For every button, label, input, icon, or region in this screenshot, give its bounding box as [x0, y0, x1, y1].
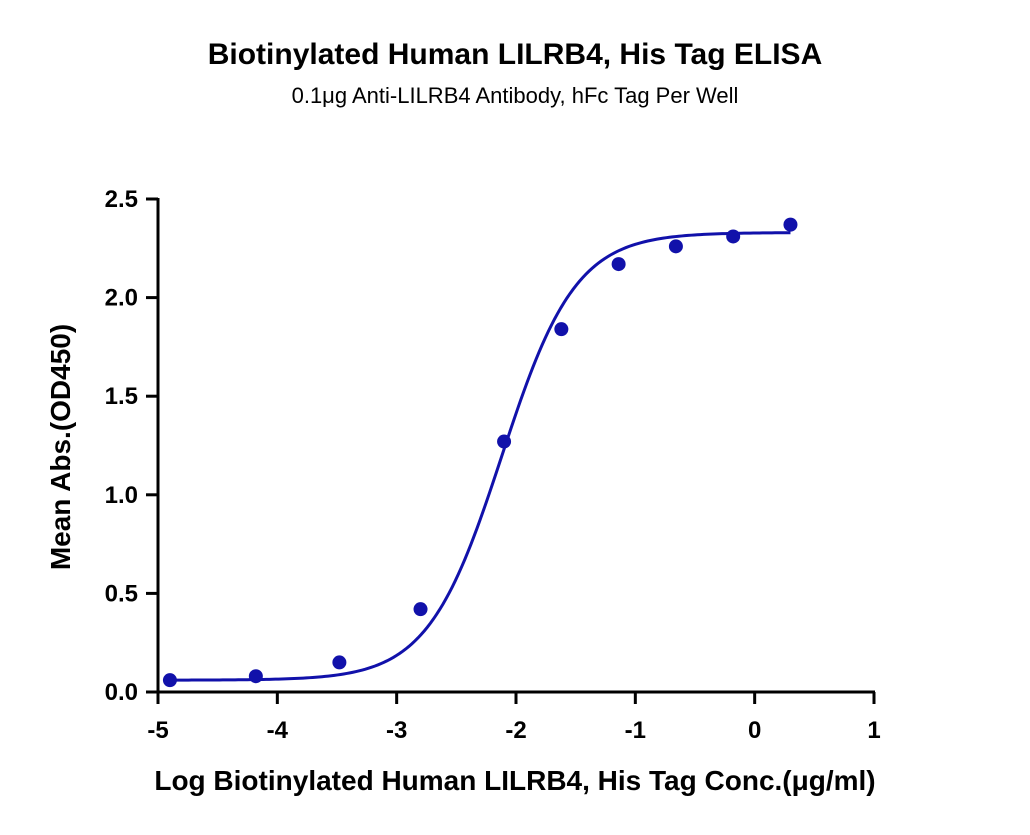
data-point	[668, 239, 683, 254]
data-point	[497, 434, 512, 449]
y-tick-label: 1.5	[105, 383, 138, 410]
chart-subtitle: 0.1μg Anti-LILRB4 Antibody, hFc Tag Per …	[291, 83, 739, 108]
x-tick-label: -1	[625, 717, 646, 744]
y-ticks: 0.0 0.5 1.0 1.5 2.0 2.5	[105, 186, 158, 706]
y-tick-label: 1.0	[105, 482, 138, 509]
x-tick-label: -2	[505, 717, 526, 744]
y-tick-label: 2.0	[105, 285, 138, 312]
data-point	[162, 673, 177, 688]
x-tick-label: -3	[386, 717, 407, 744]
y-axis-label: Mean Abs.(OD450)	[45, 324, 76, 570]
fit-curve	[169, 231, 791, 682]
data-point	[413, 602, 428, 617]
chart-title: Biotinylated Human LILRB4, His Tag ELISA	[207, 38, 823, 71]
x-ticks: -5 -4 -3 -2 -1 0 1	[147, 692, 881, 744]
data-point	[783, 217, 798, 232]
x-tick-label: -4	[267, 717, 289, 744]
data-point	[726, 229, 741, 244]
data-point	[554, 322, 569, 337]
data-point	[611, 257, 626, 272]
y-tick-label: 2.5	[105, 186, 138, 213]
data-point	[332, 655, 347, 670]
axes	[156, 198, 875, 694]
data-points	[162, 217, 798, 688]
x-tick-label: 0	[748, 717, 761, 744]
y-tick-label: 0.0	[105, 679, 138, 706]
x-axis-label: Log Biotinylated Human LILRB4, His Tag C…	[154, 765, 875, 796]
x-tick-label: -5	[147, 717, 168, 744]
x-tick-label: 1	[867, 717, 880, 744]
data-point	[248, 669, 263, 684]
y-tick-label: 0.5	[105, 580, 138, 607]
